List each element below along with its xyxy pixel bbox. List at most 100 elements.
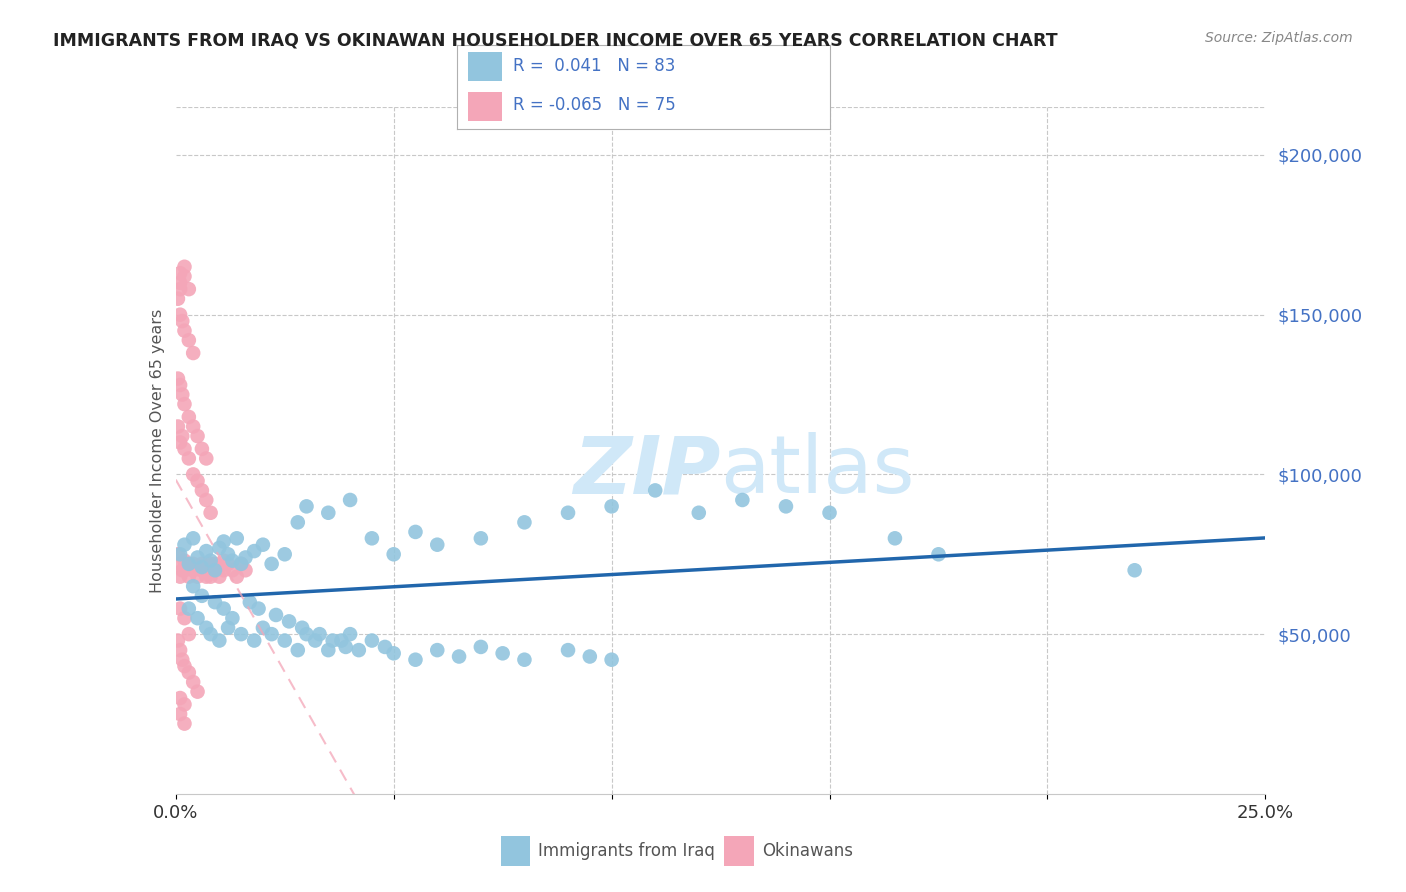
Point (172, 563, 194, 577)
Point (447, 649, 470, 664)
Bar (468, 92, 502, 120)
Point (176, 557, 198, 571)
Point (1123, 563, 1146, 577)
Point (335, 640, 357, 654)
Point (252, 538, 274, 552)
Point (173, 611, 195, 625)
Point (225, 569, 247, 583)
Point (177, 627, 200, 641)
Point (169, 643, 191, 657)
Point (243, 633, 266, 648)
Point (318, 643, 340, 657)
Point (217, 557, 239, 571)
Point (173, 538, 195, 552)
Point (291, 621, 314, 635)
Point (191, 589, 214, 603)
Point (181, 675, 204, 690)
Point (884, 531, 907, 545)
Point (169, 547, 191, 561)
Point (252, 621, 274, 635)
Point (169, 276, 191, 290)
Point (295, 500, 318, 514)
Point (208, 560, 231, 574)
Point (173, 554, 195, 568)
Point (339, 493, 361, 508)
Point (304, 633, 326, 648)
Point (557, 643, 579, 657)
Point (177, 569, 200, 583)
Point (173, 397, 195, 411)
Point (212, 601, 235, 615)
Point (264, 607, 287, 622)
Point (818, 506, 841, 520)
Point (221, 554, 243, 568)
Point (204, 563, 226, 577)
Point (177, 560, 200, 574)
Point (169, 601, 191, 615)
Text: IMMIGRANTS FROM IRAQ VS OKINAWAN HOUSEHOLDER INCOME OVER 65 YEARS CORRELATION CH: IMMIGRANTS FROM IRAQ VS OKINAWAN HOUSEHO… (53, 31, 1059, 49)
Point (195, 621, 218, 635)
Point (274, 633, 297, 648)
Point (426, 538, 449, 552)
Point (231, 557, 253, 571)
Point (492, 646, 515, 660)
Point (186, 560, 209, 574)
Point (382, 547, 405, 561)
Point (177, 601, 200, 615)
Point (169, 435, 191, 450)
Point (200, 506, 222, 520)
Point (217, 621, 239, 635)
Point (204, 557, 226, 571)
Point (318, 506, 340, 520)
Point (195, 569, 218, 583)
Point (186, 611, 209, 625)
Point (600, 500, 623, 514)
Point (173, 260, 195, 274)
Point (195, 544, 218, 558)
Point (200, 627, 222, 641)
Point (260, 627, 283, 641)
Point (295, 627, 318, 641)
Point (287, 643, 309, 657)
Point (167, 633, 190, 648)
Point (212, 563, 235, 577)
Text: R = -0.065   N = 75: R = -0.065 N = 75 (513, 96, 676, 114)
Point (330, 633, 353, 648)
Point (173, 563, 195, 577)
Point (231, 627, 253, 641)
Point (260, 557, 283, 571)
Point (243, 544, 266, 558)
Point (195, 451, 218, 466)
Point (169, 557, 191, 571)
Point (308, 627, 330, 641)
Point (470, 640, 492, 654)
Point (235, 550, 257, 565)
Point (177, 282, 200, 296)
Point (167, 547, 190, 561)
Text: Okinawans: Okinawans (762, 842, 853, 860)
Point (470, 531, 492, 545)
Point (200, 554, 222, 568)
Point (278, 615, 301, 629)
Point (339, 627, 361, 641)
Point (191, 483, 214, 498)
Point (181, 531, 204, 545)
Point (217, 547, 239, 561)
Point (177, 557, 200, 571)
Point (231, 557, 253, 571)
Point (186, 684, 209, 698)
Point (173, 442, 195, 456)
Point (204, 563, 226, 577)
Point (172, 429, 194, 443)
Point (287, 516, 309, 530)
Point (173, 698, 195, 712)
Point (181, 557, 204, 571)
Point (239, 595, 262, 609)
Point (173, 269, 195, 284)
Point (169, 691, 191, 706)
Point (731, 493, 754, 508)
Point (169, 569, 191, 583)
Point (644, 483, 666, 498)
Point (191, 557, 214, 571)
Text: ZIP: ZIP (574, 432, 721, 510)
